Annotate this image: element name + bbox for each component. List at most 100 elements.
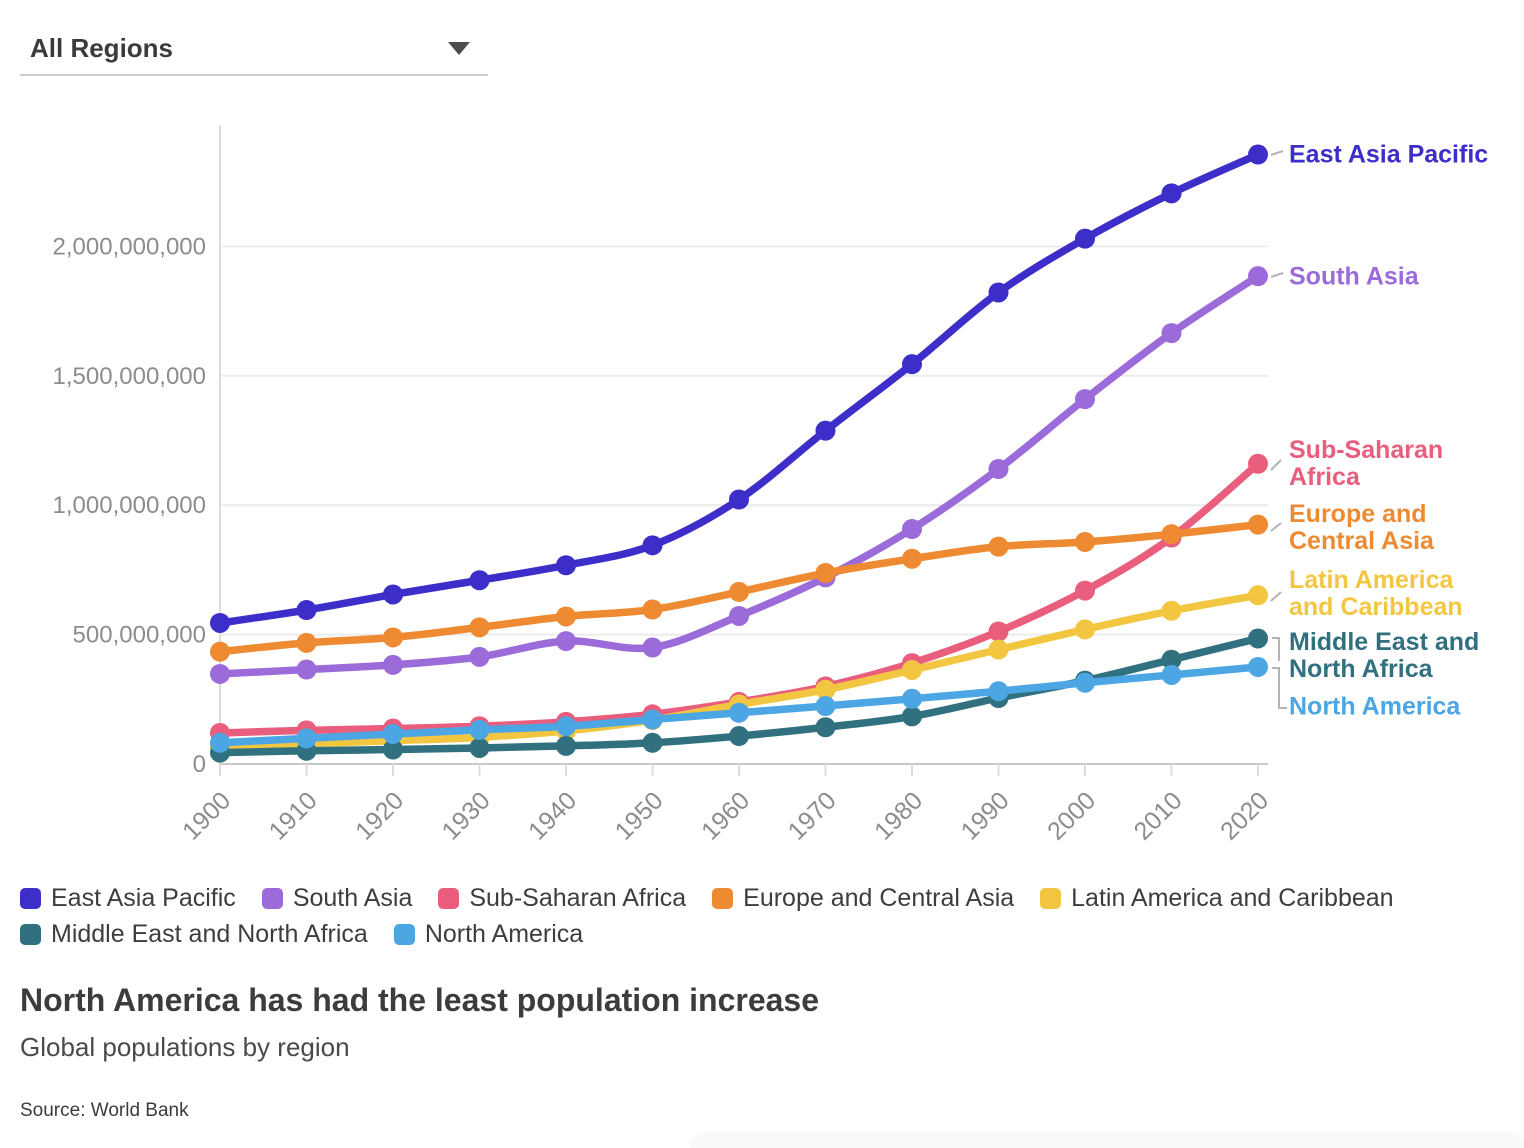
- legend-item-sub-saharan-africa[interactable]: Sub-Saharan Africa: [438, 884, 686, 913]
- legend-swatch-icon: [20, 888, 41, 909]
- legend-swatch-icon: [393, 924, 415, 945]
- data-point[interactable]: [642, 709, 663, 730]
- data-point[interactable]: [296, 632, 317, 653]
- x-tick-label: 1960: [696, 786, 755, 845]
- data-point[interactable]: [1248, 656, 1268, 677]
- series-label-east-asia-pacific: East Asia Pacific: [1289, 140, 1489, 169]
- data-point[interactable]: [556, 606, 576, 627]
- data-point[interactable]: [1248, 628, 1268, 649]
- series-east-asia-pacific[interactable]: [210, 144, 1268, 633]
- data-point[interactable]: [1161, 600, 1182, 621]
- data-point[interactable]: [1248, 144, 1268, 165]
- data-point[interactable]: [729, 726, 749, 747]
- data-point[interactable]: [469, 570, 490, 591]
- data-point[interactable]: [383, 739, 403, 760]
- data-point[interactable]: [210, 663, 230, 684]
- data-point[interactable]: [1075, 580, 1095, 601]
- data-point[interactable]: [1248, 266, 1268, 287]
- data-point[interactable]: [988, 536, 1009, 557]
- data-point[interactable]: [988, 458, 1009, 479]
- series-label-europe-and-central-asia: Europe and Central Asia: [1289, 500, 1434, 555]
- data-point[interactable]: [815, 717, 836, 738]
- x-tick-label: 1900: [177, 786, 236, 845]
- series-north-america[interactable]: [210, 656, 1268, 753]
- data-point[interactable]: [642, 637, 663, 658]
- series-label-north-america: North America: [1289, 692, 1461, 721]
- data-point[interactable]: [1248, 514, 1268, 535]
- series-europe-and-central-asia[interactable]: [210, 514, 1268, 662]
- legend-item-south-asia[interactable]: South Asia: [261, 884, 412, 913]
- data-point[interactable]: [729, 702, 749, 723]
- data-point[interactable]: [1075, 389, 1095, 410]
- data-point[interactable]: [556, 735, 576, 756]
- data-point[interactable]: [469, 719, 490, 740]
- data-point[interactable]: [642, 732, 663, 753]
- data-point[interactable]: [556, 716, 576, 737]
- x-tick-label: 1980: [869, 786, 928, 845]
- data-point[interactable]: [296, 728, 317, 749]
- data-point[interactable]: [1161, 649, 1182, 670]
- data-point[interactable]: [1075, 672, 1095, 693]
- data-point[interactable]: [1161, 183, 1182, 204]
- legend-item-middle-east-and-north-africa[interactable]: Middle East and North Africa: [20, 920, 368, 949]
- y-tick-label: 500,000,000: [73, 622, 206, 649]
- data-point[interactable]: [1248, 585, 1268, 606]
- data-point[interactable]: [815, 563, 836, 584]
- data-point[interactable]: [988, 621, 1009, 642]
- data-point[interactable]: [1161, 323, 1182, 344]
- data-point[interactable]: [210, 612, 230, 633]
- x-tick-label: 1950: [610, 786, 669, 845]
- data-point[interactable]: [642, 599, 663, 620]
- data-point[interactable]: [1075, 531, 1095, 552]
- data-point[interactable]: [383, 584, 403, 605]
- data-point[interactable]: [902, 548, 922, 569]
- data-point[interactable]: [296, 659, 317, 680]
- data-point[interactable]: [729, 489, 749, 510]
- data-point[interactable]: [815, 420, 836, 441]
- data-point[interactable]: [383, 627, 403, 648]
- legend-item-europe-and-central-asia[interactable]: Europe and Central Asia: [712, 884, 1014, 913]
- legend-swatch-icon: [438, 888, 460, 909]
- legend-swatch-icon: [261, 888, 283, 909]
- data-point[interactable]: [556, 631, 576, 652]
- data-point[interactable]: [902, 706, 922, 727]
- data-point[interactable]: [815, 679, 836, 700]
- data-point[interactable]: [1075, 228, 1095, 249]
- data-point[interactable]: [988, 639, 1009, 660]
- series-label-latin-america-and-caribbean: Latin America and Caribbean: [1289, 566, 1463, 621]
- x-tick-label: 2010: [1129, 786, 1188, 845]
- legend-label: East Asia Pacific: [51, 884, 236, 912]
- data-point[interactable]: [469, 646, 490, 667]
- data-point[interactable]: [902, 660, 922, 681]
- data-point[interactable]: [1161, 524, 1182, 545]
- chart-title: North America has had the least populati…: [20, 982, 820, 1018]
- data-point[interactable]: [383, 723, 403, 744]
- legend-item-north-america[interactable]: North America: [393, 920, 583, 949]
- data-point[interactable]: [469, 617, 490, 638]
- decorative-corner-shape: [690, 1132, 1524, 1148]
- data-point[interactable]: [1248, 453, 1268, 474]
- data-point[interactable]: [902, 519, 922, 540]
- data-point[interactable]: [988, 681, 1009, 702]
- data-point[interactable]: [815, 696, 836, 717]
- data-point[interactable]: [210, 641, 230, 662]
- legend-item-latin-america-and-caribbean[interactable]: Latin America and Caribbean: [1040, 884, 1394, 913]
- data-point[interactable]: [902, 688, 922, 709]
- legend-label: Latin America and Caribbean: [1071, 884, 1394, 912]
- data-point[interactable]: [1161, 664, 1182, 685]
- data-point[interactable]: [729, 605, 749, 626]
- data-point[interactable]: [556, 555, 576, 576]
- data-point[interactable]: [902, 354, 922, 375]
- data-point[interactable]: [210, 732, 230, 753]
- data-point[interactable]: [469, 737, 490, 758]
- legend-item-east-asia-pacific[interactable]: East Asia Pacific: [20, 884, 236, 913]
- data-point[interactable]: [296, 600, 317, 621]
- data-point[interactable]: [383, 654, 403, 675]
- data-point[interactable]: [642, 535, 663, 556]
- data-point[interactable]: [729, 581, 749, 602]
- data-point[interactable]: [988, 282, 1009, 303]
- data-point[interactable]: [1075, 619, 1095, 640]
- region-filter-dropdown[interactable]: All Regions: [20, 22, 488, 76]
- chart-source: Source: World Bank: [20, 1100, 189, 1121]
